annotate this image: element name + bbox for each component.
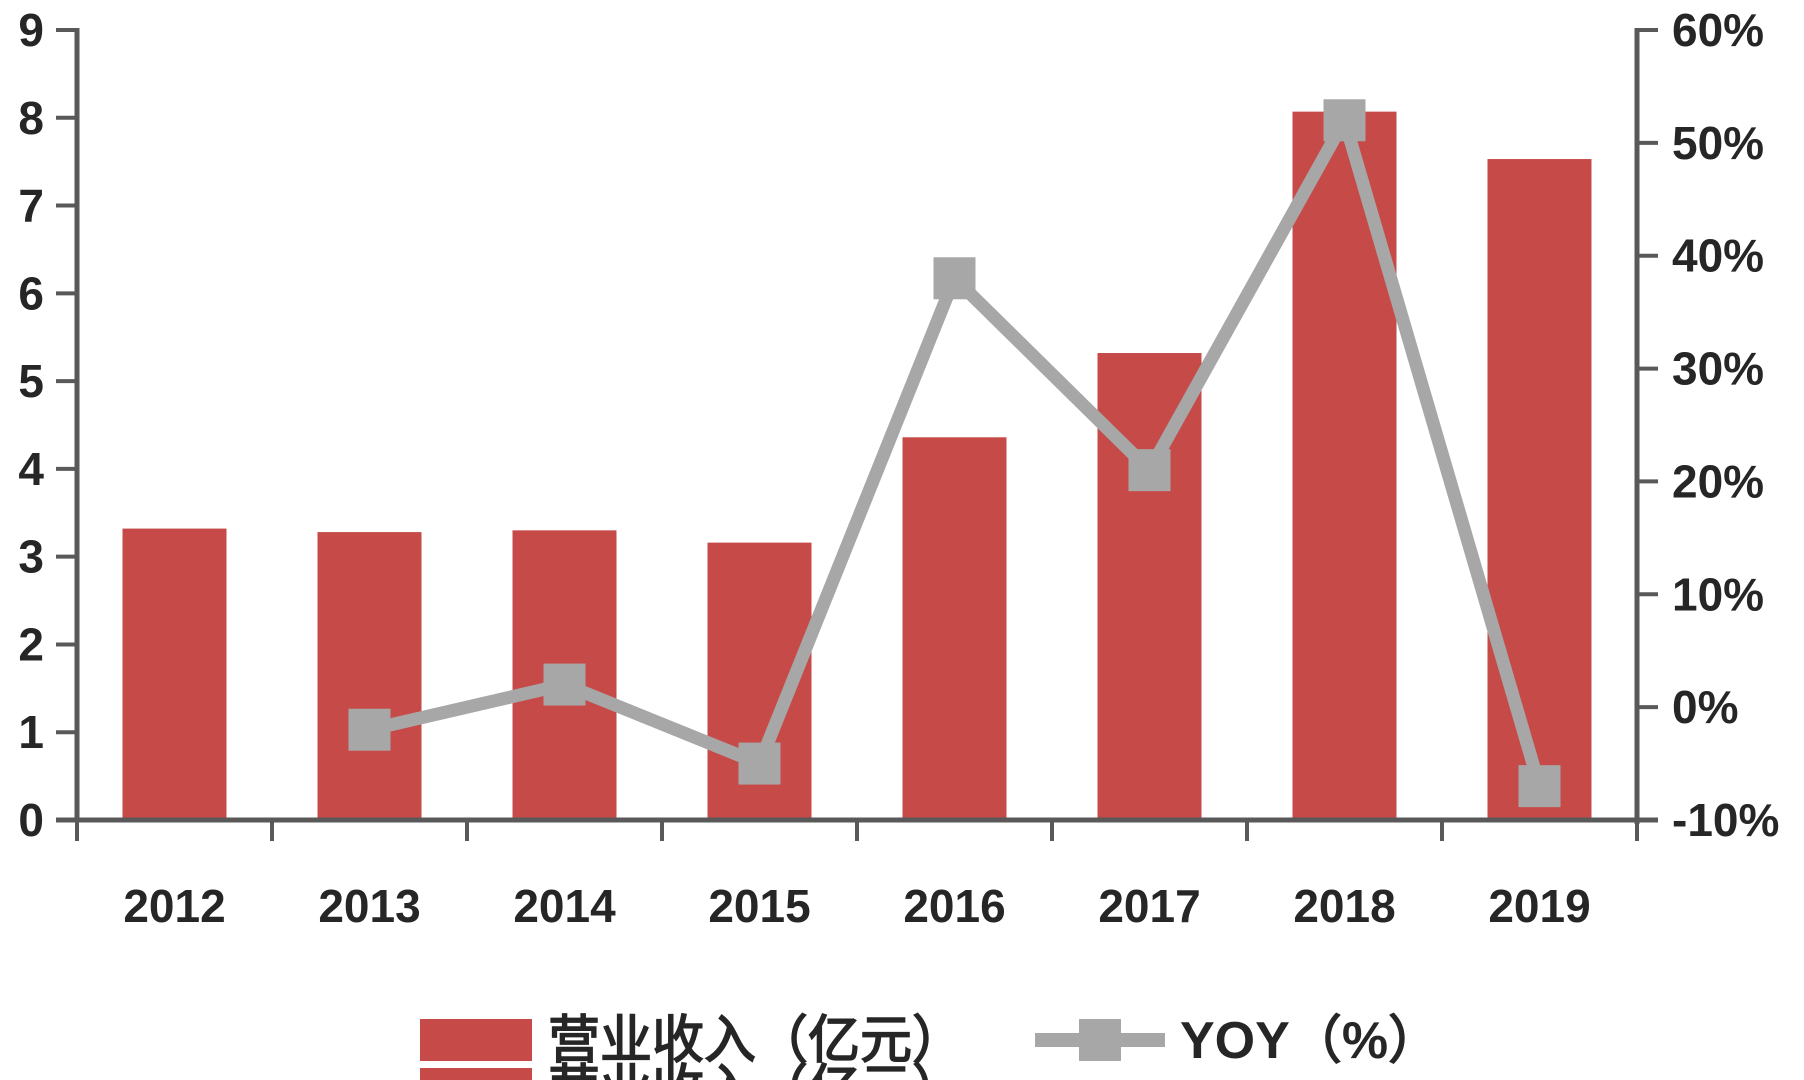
legend-label-yoy: YOY（%） (1180, 1012, 1440, 1070)
bar-2017 (1097, 353, 1202, 820)
yoy-marker-2019 (1518, 765, 1561, 808)
axis-labels: 0 1 2 3 4 5 6 7 8 9 -10% 0% 10% 20% 30% 40% 50% 60% 2012 20… (18, 4, 1779, 932)
axes (56, 28, 1658, 824)
bar-2018 (1292, 111, 1397, 821)
x-axis-year-label: 2017 (1098, 880, 1200, 932)
left-axis-tick-label: 9 (18, 4, 44, 56)
legend-label-revenue: 营业收入（亿元） (548, 1012, 964, 1070)
left-axis-tick-label: 2 (18, 618, 44, 670)
right-axis-tick-label: 50% (1672, 117, 1764, 169)
right-axis-tick-label: 20% (1672, 455, 1764, 507)
yoy-marker-2015 (738, 742, 781, 785)
legend-marker-yoy (1079, 1019, 1121, 1061)
x-axis-year-label: 2015 (708, 880, 810, 932)
plot-area (122, 99, 1592, 821)
x-axis-year-label: 2018 (1293, 880, 1395, 932)
x-axis-year-label: 2019 (1488, 880, 1590, 932)
yoy-marker-2013 (348, 708, 391, 751)
right-axis-tick-label: 60% (1672, 4, 1764, 56)
left-axis-tick-label: 8 (18, 92, 44, 144)
tick-marks (56, 28, 1658, 841)
left-axis-tick-label: 0 (18, 794, 44, 846)
x-axis-year-label: 2014 (513, 880, 616, 932)
right-axis-tick-label: 10% (1672, 568, 1764, 620)
left-axis-tick-label: 4 (18, 443, 44, 495)
yoy-marker-2016 (933, 257, 976, 300)
legend: 营业收入（亿元） YOY（%） (420, 1012, 1440, 1070)
legend-clipped-row: 营业收入（亿元） (420, 1061, 964, 1080)
left-axis-tick-label: 1 (18, 706, 44, 758)
yoy-marker-2014 (543, 663, 586, 706)
x-axis-year-label: 2012 (123, 880, 225, 932)
left-axis-tick-label: 6 (18, 267, 44, 319)
yoy-marker-2017 (1128, 449, 1171, 492)
x-axis-year-label: 2013 (318, 880, 420, 932)
legend-label-revenue-clipped: 营业收入（亿元） (548, 1061, 964, 1080)
right-axis-tick-label: 40% (1672, 230, 1764, 282)
left-axis-tick-label: 3 (18, 531, 44, 583)
left-axis-tick-label: 7 (18, 180, 44, 232)
left-axis-tick-label: 5 (18, 355, 44, 407)
bar-2012 (122, 528, 227, 820)
bar-2019 (1487, 159, 1592, 821)
bar-2013 (317, 532, 422, 820)
right-axis-tick-label: 0% (1672, 681, 1738, 733)
right-axis-tick-label: -10% (1672, 794, 1779, 846)
yoy-marker-2018 (1323, 99, 1366, 142)
bar-2016 (902, 437, 1007, 820)
legend-swatch-revenue-clipped (420, 1068, 532, 1080)
x-axis-year-label: 2016 (903, 880, 1005, 932)
right-axis-tick-label: 30% (1672, 343, 1764, 395)
legend-swatch-revenue (420, 1019, 532, 1061)
